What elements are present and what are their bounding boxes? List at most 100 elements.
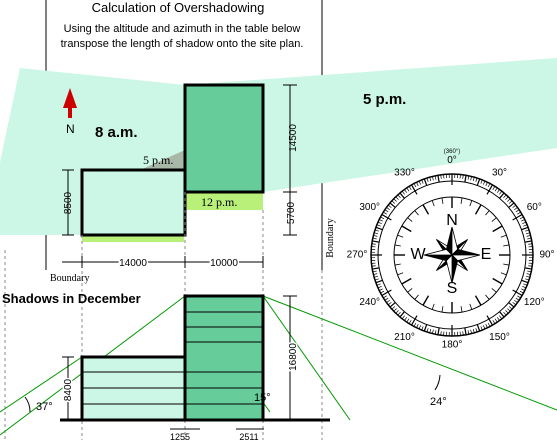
compass-tick [432, 329, 434, 334]
compass-tick [404, 189, 408, 193]
compass-inner-tick [414, 294, 419, 300]
compass-tick [440, 174, 442, 179]
compass-inner-tick [394, 263, 401, 266]
compass-tick [380, 290, 385, 294]
compass-tick [470, 176, 472, 181]
compass-inner-tick [397, 234, 404, 238]
instruction-line-2: transpose the length of shadow onto the … [61, 38, 304, 50]
compass-tick [418, 325, 422, 330]
compass-west-letter: W [410, 246, 426, 263]
compass-tick [503, 194, 507, 199]
section-building-tall [183, 294, 265, 422]
compass-tick [515, 209, 520, 213]
compass-tick [386, 299, 390, 303]
page-title: Calculation of Overshadowing [92, 0, 265, 15]
compass-tick [401, 315, 405, 320]
compass-tick [381, 213, 392, 221]
compass-tick [482, 180, 486, 185]
compass-tick [464, 327, 467, 335]
compass-tick [408, 186, 412, 190]
compass-tick [517, 295, 521, 299]
compass-tick [389, 302, 396, 308]
compass-tick [486, 184, 494, 195]
compass-tick [377, 221, 382, 225]
compass-inner-tick [401, 277, 412, 285]
compass-tick [507, 308, 511, 312]
compass-360-label: (360°) [444, 149, 460, 155]
compass-tick [410, 315, 418, 326]
compass-tick [381, 289, 392, 297]
shadow-lower-lime [82, 235, 184, 242]
compass-tick [383, 211, 387, 215]
compass-tick [440, 331, 442, 336]
compass-degree-label: 90° [539, 250, 554, 261]
compass-tick [406, 187, 410, 192]
compass-tick [416, 182, 419, 186]
shadow-8am-lower [0, 162, 82, 235]
compass-inner-tick [397, 272, 404, 276]
compass-tick [521, 288, 525, 291]
compass-inner-tick [407, 288, 413, 293]
compass-tick [487, 183, 491, 188]
compass-tick [383, 295, 387, 299]
compass-tick [496, 189, 500, 193]
compass-inner-tick [491, 288, 497, 293]
compass-tick [526, 273, 531, 275]
compass-tick [528, 243, 533, 245]
dim-14000: 14000 [119, 258, 147, 269]
dim-16800: 16800 [288, 343, 299, 371]
compass-tick [387, 204, 392, 208]
compass-tick [485, 182, 488, 186]
compass-tick [467, 330, 470, 335]
compass-tick [391, 200, 396, 204]
compass-tick [462, 174, 464, 179]
compass-tick [487, 322, 491, 327]
compass-tick [374, 275, 379, 278]
compass-tick [429, 328, 432, 333]
section-heading: Shadows in December [2, 291, 141, 306]
compass-degree-label: 30° [492, 167, 507, 178]
compass-tick [464, 175, 467, 183]
compass-tick [480, 326, 483, 331]
angle-right: 24° [430, 396, 447, 408]
compass-tick [401, 190, 405, 195]
compass-tick [512, 302, 517, 306]
compass-tick [522, 221, 527, 225]
compass-tick [475, 328, 478, 333]
compass-tick [512, 213, 523, 221]
compass-tick [397, 194, 401, 199]
compass-tick [470, 329, 472, 334]
compass-tick [521, 219, 525, 222]
north-letter: N [66, 122, 75, 136]
compass-inner-tick [422, 295, 430, 306]
compass-tick [472, 177, 475, 182]
building-low [80, 168, 187, 237]
compass-tick [519, 216, 524, 220]
compass-inner-tick [431, 303, 435, 310]
compass-tick [524, 267, 532, 270]
compass-tick [421, 326, 424, 331]
compass-degree-label: 180° [442, 340, 463, 351]
label-8am: 8 a.m. [95, 124, 138, 141]
compass-tick [375, 279, 383, 284]
shadow-12pm [185, 192, 263, 210]
compass-tick [514, 207, 518, 211]
dim-1255: 1255 [170, 432, 190, 440]
compass-tick [376, 283, 381, 286]
compass-tick [423, 178, 428, 186]
compass-inner-tick [407, 217, 413, 222]
shadow-5pm-band [185, 58, 557, 192]
compass-tick [380, 216, 385, 220]
compass-tick [372, 240, 380, 243]
compass-tick [503, 311, 507, 316]
compass-inner-tick [500, 272, 507, 276]
compass-tick [486, 315, 494, 326]
compass-tick [480, 179, 483, 184]
dim-10000: 10000 [210, 258, 238, 269]
compass-inner-tick [503, 263, 510, 266]
compass-tick [499, 311, 505, 318]
compass-degree-label: 60° [527, 202, 542, 213]
compass-tick [514, 299, 518, 303]
label-12pm: 12 p.m. [201, 195, 237, 209]
